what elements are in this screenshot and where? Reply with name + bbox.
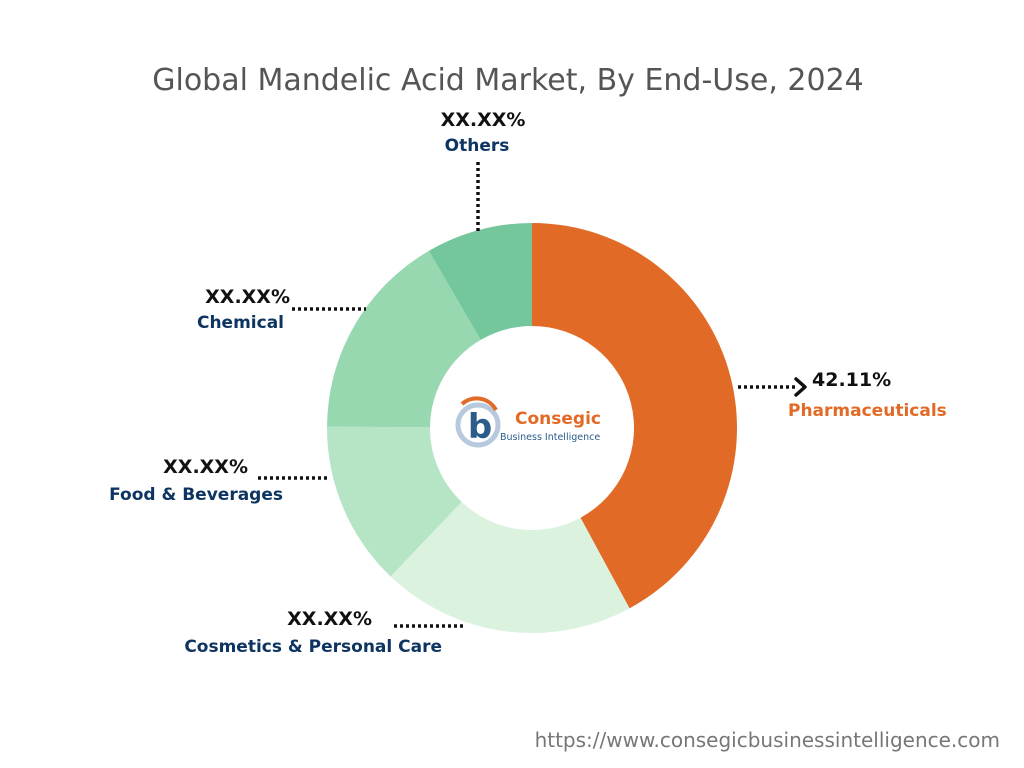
donut-slice-pharmaceuticals xyxy=(532,223,738,609)
logo-ring-icon xyxy=(455,402,501,448)
donut-slice-cosmetics-personal-care xyxy=(390,501,630,633)
footer-url: https://www.consegicbusinessintelligence… xyxy=(535,728,1000,752)
category-label-chemical: Chemical xyxy=(197,313,284,333)
chart-title: Global Mandelic Acid Market, By End-Use,… xyxy=(152,63,864,98)
value-label-pharmaceuticals: 42.11% xyxy=(812,369,891,391)
value-label-chemical: XX.XX% xyxy=(205,286,290,308)
logo-letter: b xyxy=(468,407,492,447)
donut-slice-chemical xyxy=(327,250,481,428)
category-label-others: Others xyxy=(445,136,510,156)
value-label-others: XX.XX% xyxy=(441,109,526,131)
donut-slice-others xyxy=(428,223,532,340)
company-logo: b Consegic Business Intelligence xyxy=(455,396,601,448)
donut xyxy=(326,223,738,633)
value-label-cosmetics: XX.XX% xyxy=(287,608,372,630)
logo-name: Consegic xyxy=(515,409,601,429)
logo-arc-icon xyxy=(460,396,498,412)
value-label-food-beverages: XX.XX% xyxy=(163,456,248,478)
arrow-head-icon xyxy=(794,377,807,397)
category-label-cosmetics: Cosmetics & Personal Care xyxy=(184,637,442,657)
leader-lines xyxy=(258,162,807,628)
logo-tagline: Business Intelligence xyxy=(500,432,600,443)
donut-slice-food-beverages xyxy=(326,426,462,577)
category-label-pharmaceuticals: Pharmaceuticals xyxy=(788,401,947,421)
category-label-food-beverages: Food & Beverages xyxy=(109,485,283,505)
